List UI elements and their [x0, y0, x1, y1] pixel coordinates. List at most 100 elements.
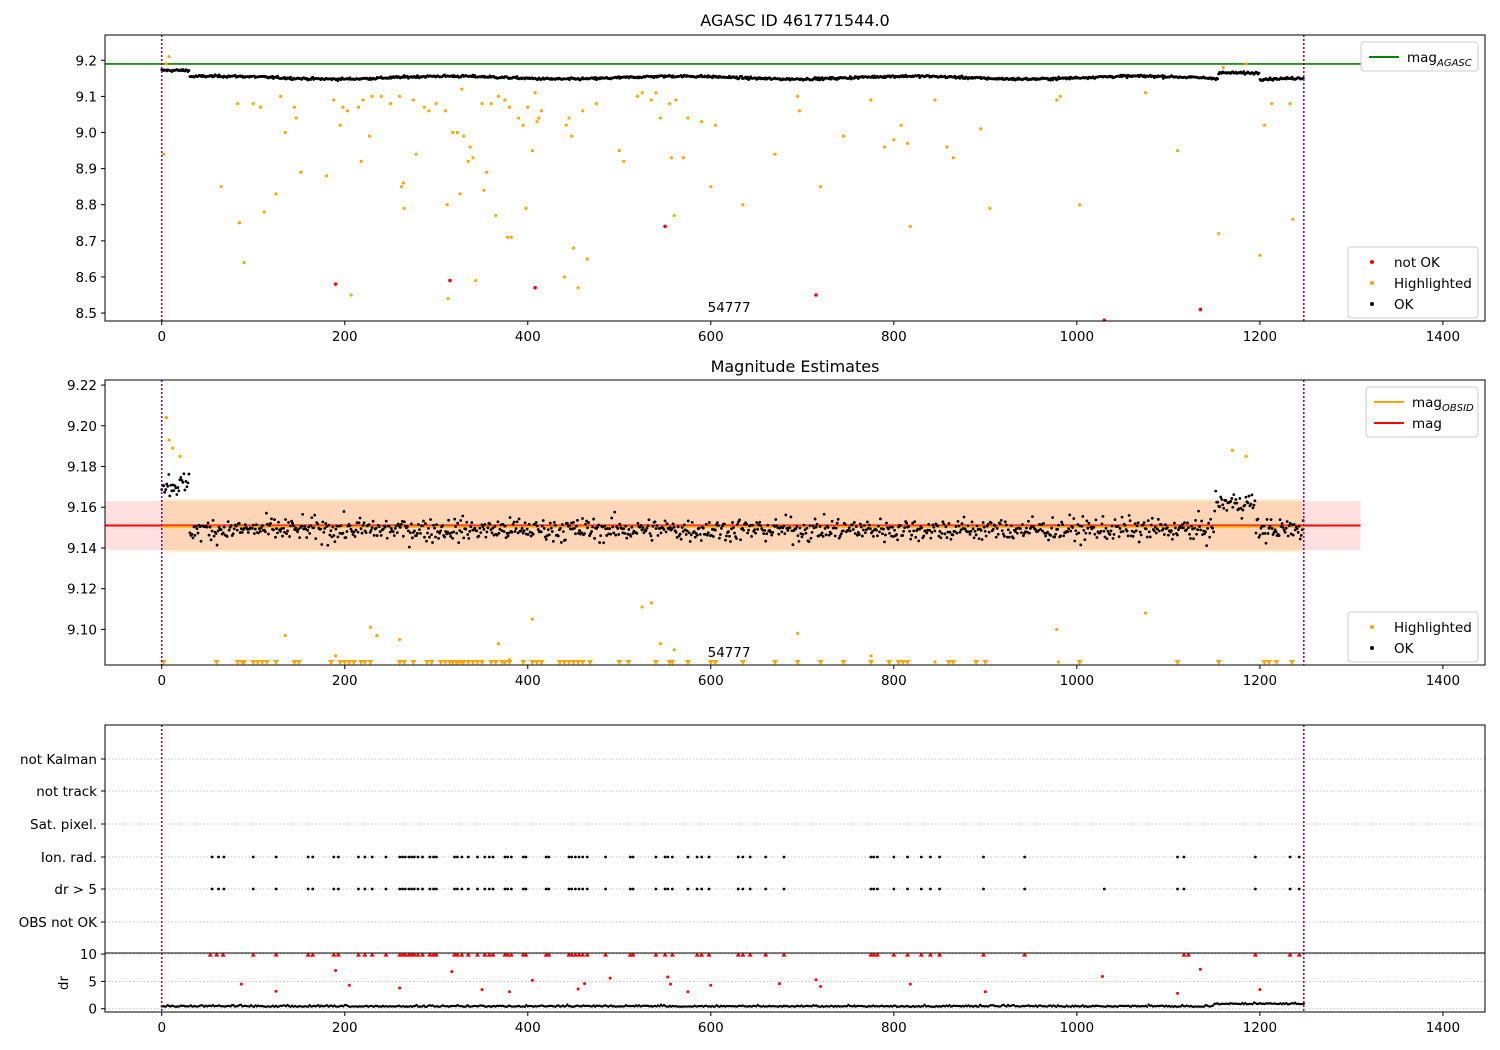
ok-point — [587, 521, 590, 524]
ok-point — [1042, 521, 1045, 525]
highlighted-point — [841, 134, 846, 138]
highlighted-point — [672, 213, 676, 218]
ok-point — [425, 539, 428, 543]
ok-point — [355, 521, 359, 525]
x-tick-label: 200 — [332, 1020, 358, 1036]
ok-point — [225, 535, 229, 538]
ok-point — [253, 527, 257, 531]
legend-label-subscript: AGASC — [1436, 58, 1472, 69]
clipped-dr-marker — [572, 953, 578, 957]
ok-point — [320, 543, 324, 546]
highlighted-below-range-marker — [945, 660, 952, 665]
flag-point — [547, 887, 551, 891]
dr-point — [659, 1003, 663, 1006]
ok-point — [739, 538, 742, 542]
ok-point — [483, 522, 487, 526]
highlighted-point — [422, 105, 426, 109]
ok-point — [1155, 527, 1159, 531]
ok-point — [717, 524, 720, 527]
ok-point — [485, 530, 489, 534]
ok-point — [1054, 532, 1058, 536]
ok-point — [791, 543, 795, 547]
ok-point — [328, 533, 332, 537]
flag-point — [670, 855, 674, 859]
ok-point — [182, 472, 186, 476]
ok-point — [889, 525, 892, 529]
ok-point — [339, 524, 343, 527]
ok-point — [246, 531, 250, 534]
highlighted-point — [1221, 65, 1225, 70]
ok-point — [269, 521, 272, 525]
ok-point — [173, 484, 177, 488]
flag-point — [455, 855, 459, 859]
highlighted-point — [562, 275, 566, 279]
flag-point — [274, 887, 278, 891]
ok-point — [433, 526, 436, 530]
highlighted-below-range-marker — [263, 660, 270, 665]
ok-point — [470, 521, 474, 524]
large-dr-point — [1176, 991, 1180, 995]
ok-point — [353, 535, 357, 538]
ok-point — [981, 521, 985, 524]
flag-point — [929, 887, 932, 891]
ok-point — [893, 528, 896, 532]
chart-title: Magnitude Estimates — [711, 357, 880, 376]
ok-point — [1002, 534, 1006, 538]
ok-point — [505, 531, 509, 535]
ok-point — [662, 528, 666, 531]
ok-point — [447, 518, 451, 522]
flag-point — [210, 855, 214, 859]
highlighted-point — [1058, 94, 1062, 98]
ok-point — [830, 519, 834, 523]
ok-point — [960, 74, 964, 78]
ok-point — [1234, 498, 1238, 501]
flag-point — [570, 855, 574, 859]
ok-point — [1173, 521, 1176, 525]
not-ok-point — [1102, 318, 1107, 321]
dr-point — [415, 1003, 418, 1007]
ok-point — [1243, 503, 1247, 507]
ok-point — [292, 524, 296, 528]
clipped-dr-marker — [465, 953, 471, 957]
ok-point — [591, 525, 594, 529]
ok-point — [405, 525, 409, 529]
ok-point — [351, 533, 355, 536]
highlighted-point — [375, 633, 379, 638]
ok-point — [783, 532, 787, 536]
ok-point — [1088, 531, 1092, 535]
ok-point — [1050, 526, 1053, 530]
highlighted-point — [533, 91, 537, 95]
ok-point — [289, 75, 292, 79]
ok-point — [1239, 506, 1243, 510]
ok-point — [847, 526, 851, 530]
ok-point — [1274, 530, 1278, 534]
highlighted-point — [594, 102, 599, 106]
highlighted-point — [434, 102, 438, 106]
ok-point — [301, 512, 305, 516]
ok-point — [713, 528, 717, 532]
ok-point — [742, 528, 745, 532]
ok-point — [616, 527, 620, 530]
ok-point — [1198, 525, 1201, 528]
ok-point — [1252, 503, 1256, 507]
ok-point — [956, 519, 960, 523]
ok-point — [240, 530, 244, 534]
ok-point — [1246, 501, 1250, 505]
ok-point — [511, 522, 515, 526]
ok-point — [436, 530, 439, 534]
highlighted-point — [507, 105, 512, 109]
ok-point — [728, 534, 731, 538]
ok-point — [706, 531, 710, 535]
ok-point — [364, 531, 368, 534]
highlighted-point — [796, 631, 800, 636]
clipped-dr-marker — [369, 953, 375, 957]
ok-point — [406, 529, 410, 533]
legend-box — [1347, 246, 1479, 319]
ok-point — [523, 521, 527, 525]
ok-point — [1085, 519, 1089, 523]
flag-point — [604, 855, 607, 859]
ok-point — [796, 534, 800, 538]
ok-point — [1169, 529, 1173, 533]
ok-point — [960, 522, 964, 526]
not-ok-point — [814, 293, 818, 297]
